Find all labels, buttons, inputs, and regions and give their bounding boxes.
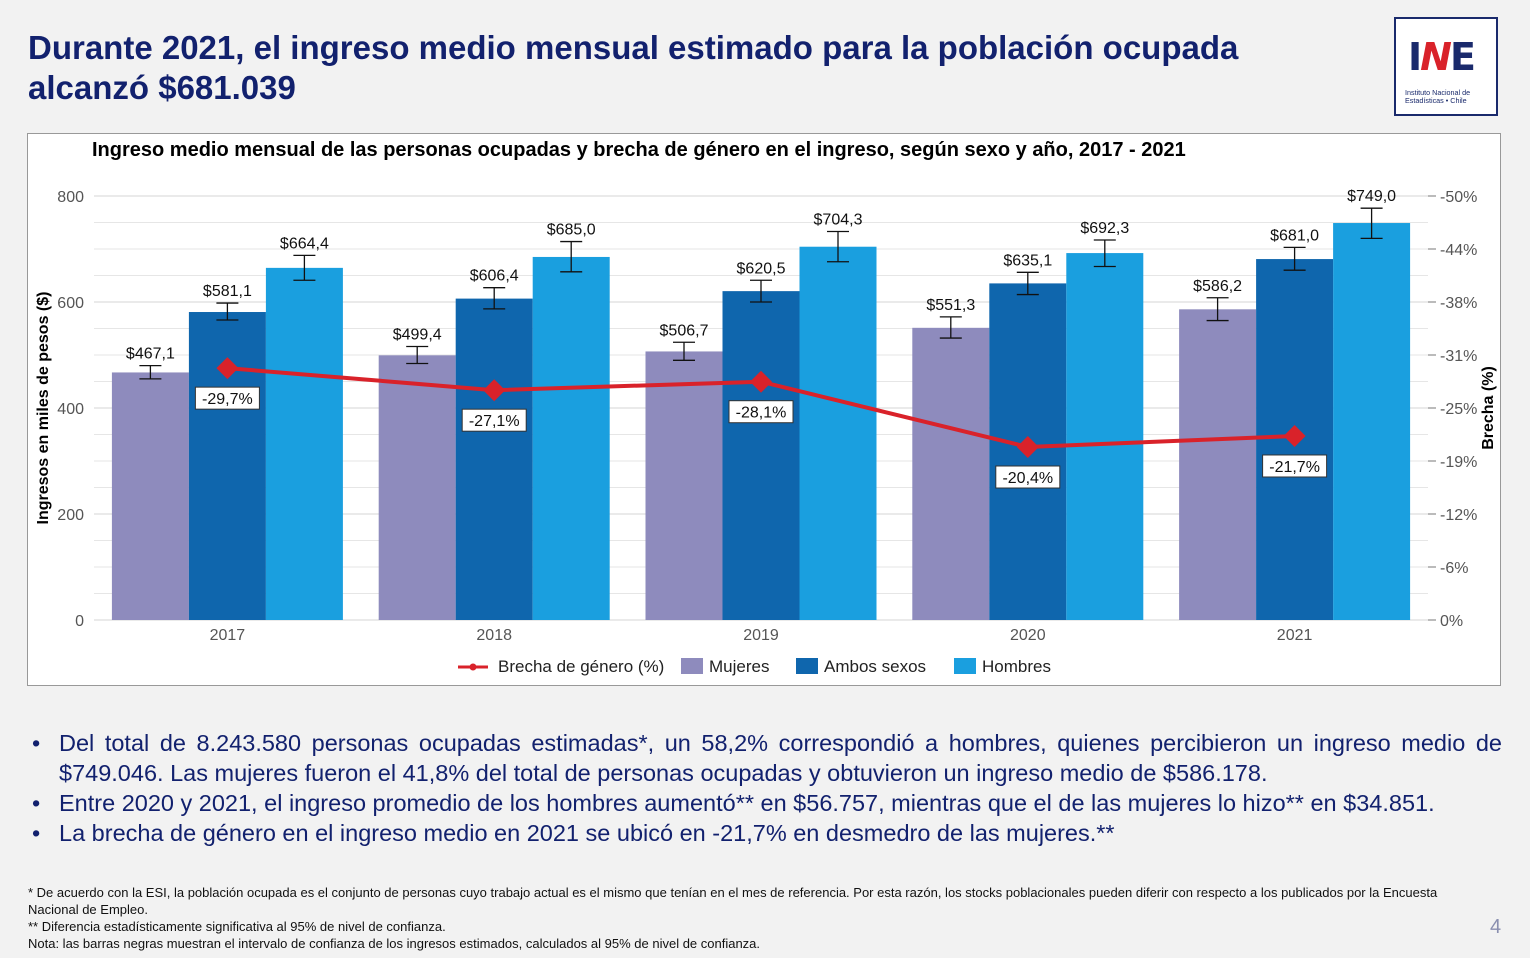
footnotes: * De acuerdo con la ESI, la población oc… xyxy=(28,884,1488,952)
bar xyxy=(532,256,610,620)
y2-tick-label: -12% xyxy=(1440,507,1477,524)
bar xyxy=(455,298,533,620)
x-tick-label: 2021 xyxy=(1277,627,1313,644)
gap-label: -28,1% xyxy=(736,405,787,422)
bar-value-label: $586,2 xyxy=(1193,278,1242,295)
footnote: * De acuerdo con la ESI, la población oc… xyxy=(28,885,1438,917)
gap-point xyxy=(216,357,239,380)
gap-label: -20,4% xyxy=(1002,470,1053,487)
x-tick-label: 2020 xyxy=(1010,627,1046,644)
bar xyxy=(1333,223,1411,620)
bar-value-label: $467,1 xyxy=(126,346,175,363)
ine-logo-mark: INE xyxy=(1408,35,1476,79)
legend-label: Brecha de género (%) xyxy=(498,657,664,676)
gap-label-box xyxy=(1262,454,1328,478)
page-title: Durante 2021, el ingreso medio mensual e… xyxy=(28,29,1239,106)
bar xyxy=(378,355,456,620)
gap-label-box xyxy=(995,465,1061,489)
chart-title: Ingreso medio mensual de las personas oc… xyxy=(92,139,1186,161)
y2-tick-label: 0% xyxy=(1440,613,1463,630)
gap-label-box xyxy=(728,400,794,424)
gap-point xyxy=(1283,424,1306,447)
bullet-item: Del total de 8.243.580 personas ocupadas… xyxy=(32,728,1502,788)
y-tick-label: 400 xyxy=(57,401,84,418)
y2-tick-label: -50% xyxy=(1440,189,1477,206)
gap-label-box xyxy=(461,408,527,432)
bar-value-label: $606,4 xyxy=(470,268,519,285)
legend-label: Ambos sexos xyxy=(824,657,926,676)
bar xyxy=(799,246,877,620)
legend-label: Hombres xyxy=(982,657,1051,676)
ine-logo: INE Instituto Nacional de Estadísticas •… xyxy=(1394,17,1498,116)
bullet-item: La brecha de género en el ingreso medio … xyxy=(32,818,1502,848)
y-axis-label: Ingresos en miles de pesos ($) xyxy=(35,292,52,525)
footnote: ** Diferencia estadísticamente significa… xyxy=(28,919,446,934)
y2-tick-label: -25% xyxy=(1440,401,1477,418)
y2-tick-label: -44% xyxy=(1440,242,1477,259)
y2-tick-label: -38% xyxy=(1440,295,1477,312)
bullet-item: Entre 2020 y 2021, el ingreso promedio d… xyxy=(32,788,1502,818)
legend-line-marker xyxy=(469,663,477,671)
y-tick-label: 0 xyxy=(75,613,84,630)
summary-bullets: Del total de 8.243.580 personas ocupadas… xyxy=(32,728,1502,848)
bar-value-label: $499,4 xyxy=(393,327,442,344)
bar xyxy=(111,372,189,620)
bar-value-label: $635,1 xyxy=(1003,252,1052,269)
y2-axis-label: Brecha (%) xyxy=(1480,366,1497,450)
x-tick-label: 2017 xyxy=(210,627,246,644)
bar-value-label: $620,5 xyxy=(737,260,786,277)
bar xyxy=(912,327,990,620)
ine-logo-subtitle: Instituto Nacional de Estadísticas • Chi… xyxy=(1405,88,1471,105)
bar xyxy=(265,267,343,620)
income-gap-chart: Ingreso medio mensual de las personas oc… xyxy=(35,139,1497,676)
y2-tick-label: -31% xyxy=(1440,348,1477,365)
x-tick-label: 2018 xyxy=(476,627,512,644)
bar-value-label: $506,7 xyxy=(660,322,709,339)
page-number: 4 xyxy=(1490,916,1502,938)
bar-value-label: $749,0 xyxy=(1347,188,1396,205)
bar-value-label: $692,3 xyxy=(1080,220,1129,237)
gap-label: -29,7% xyxy=(202,391,253,408)
y-tick-label: 200 xyxy=(57,507,84,524)
y-tick-label: 600 xyxy=(57,295,84,312)
bar xyxy=(1179,309,1257,620)
y-tick-label: 800 xyxy=(57,189,84,206)
chart-panel: Ingreso medio mensual de las personas oc… xyxy=(27,133,1501,686)
gap-label-box xyxy=(194,386,260,410)
legend-swatch xyxy=(796,658,818,674)
bar xyxy=(722,291,800,620)
bar-value-label: $704,3 xyxy=(814,212,863,229)
gap-point xyxy=(1016,436,1039,459)
bar xyxy=(645,351,723,620)
bar xyxy=(1066,253,1144,620)
bar-value-label: $551,3 xyxy=(926,297,975,314)
gap-label: -27,1% xyxy=(469,413,520,430)
x-tick-label: 2019 xyxy=(743,627,779,644)
gap-label: -21,7% xyxy=(1269,459,1320,476)
bar-value-label: $664,4 xyxy=(280,235,329,252)
bar-value-label: $685,0 xyxy=(547,222,596,239)
y2-tick-label: -19% xyxy=(1440,454,1477,471)
y2-tick-label: -6% xyxy=(1440,560,1468,577)
legend-swatch xyxy=(681,658,703,674)
gap-point xyxy=(483,379,506,402)
legend-label: Mujeres xyxy=(709,657,769,676)
footnote: Nota: las barras negras muestran el inte… xyxy=(28,936,761,951)
bar-value-label: $581,1 xyxy=(203,283,252,300)
bar-value-label: $681,0 xyxy=(1270,227,1319,244)
legend-swatch xyxy=(954,658,976,674)
gap-point xyxy=(750,370,772,393)
